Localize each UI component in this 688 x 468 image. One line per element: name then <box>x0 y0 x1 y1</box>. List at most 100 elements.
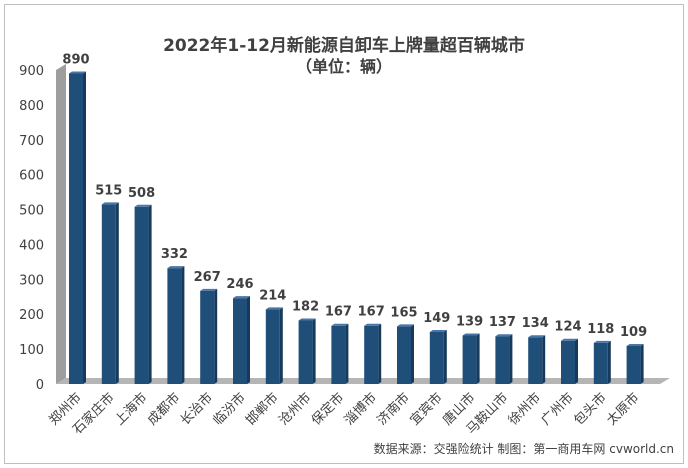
bar-top <box>528 335 546 338</box>
bar <box>561 338 578 384</box>
bar-value-label: 165 <box>390 305 417 320</box>
bar-side <box>509 334 513 384</box>
bar-top <box>331 323 349 326</box>
bar-top <box>626 343 644 346</box>
y-tick-label: 300 <box>19 273 44 288</box>
bar <box>233 296 250 384</box>
bar-top <box>593 340 611 343</box>
x-category-label: 邯郸市 <box>243 390 282 429</box>
bar-front <box>331 325 346 384</box>
bar-front <box>69 73 83 384</box>
bar <box>298 318 316 384</box>
bar-front <box>528 337 543 384</box>
x-category-label: 包头市 <box>571 390 610 429</box>
bar-top <box>101 202 119 205</box>
bar-value-label: 124 <box>554 320 581 335</box>
bar-side <box>312 318 316 384</box>
bar-side <box>214 288 218 384</box>
bar-front <box>593 342 608 384</box>
bar-front <box>265 309 280 384</box>
bar <box>495 334 513 384</box>
bar-value-label: 508 <box>128 186 155 201</box>
x-axis: 郑州市石家庄市上海市成都市长治市临汾市邯郸市沧州市保定市淄博市济南市宜宾市唐山市… <box>46 390 643 438</box>
bar-value-label: 167 <box>325 305 352 320</box>
bar-top <box>429 330 447 333</box>
bar-value-label: 149 <box>423 311 450 326</box>
bar-side <box>575 338 578 384</box>
bar-value-label: 214 <box>259 288 286 303</box>
bar-value-label: 332 <box>161 247 188 262</box>
bar-side <box>607 340 611 384</box>
y-tick-label: 600 <box>19 169 44 184</box>
bar-top <box>134 204 152 207</box>
bar-front <box>495 336 510 384</box>
bar-side <box>279 307 283 384</box>
y-tick-label: 400 <box>19 238 44 253</box>
x-category-label: 徐州市 <box>505 390 544 429</box>
bar <box>429 330 447 384</box>
bar-side <box>542 335 546 384</box>
y-tick-label: 200 <box>19 308 44 323</box>
y-tick-label: 700 <box>19 134 44 149</box>
bar-front <box>298 320 313 384</box>
bar <box>200 288 218 384</box>
y-axis: 0 100 200 300 400 500 600 700 800 900 <box>19 64 44 393</box>
chart-subtitle: （单位：辆） <box>295 57 392 76</box>
bar-side <box>115 202 119 384</box>
bar-value-label: 515 <box>95 183 122 198</box>
bar-front <box>167 268 182 384</box>
bar <box>69 71 86 384</box>
x-category-label: 淄博市 <box>341 390 380 429</box>
bar <box>331 323 349 384</box>
bar <box>167 266 185 384</box>
y-tick-label: 500 <box>19 204 44 219</box>
bar-value-label: 118 <box>587 322 614 337</box>
bar <box>265 307 283 384</box>
bar-side <box>345 323 349 384</box>
bar-side <box>476 333 480 384</box>
bar-value-label: 246 <box>226 277 253 292</box>
bar-value-label: 890 <box>62 52 89 67</box>
x-category-label: 成都市 <box>144 390 183 429</box>
x-category-label: 沧州市 <box>276 390 315 429</box>
bar <box>593 340 611 384</box>
bar-side <box>640 343 644 384</box>
bar-top <box>200 288 218 291</box>
bar-top <box>69 71 86 74</box>
bar <box>364 323 382 384</box>
x-category-label: 宜宾市 <box>407 390 446 429</box>
bar-top <box>265 307 283 310</box>
bar-value-label: 182 <box>292 300 319 315</box>
y-tick-label: 900 <box>19 64 44 79</box>
bar-top <box>561 338 578 341</box>
bar <box>397 324 414 384</box>
y-tick-label: 800 <box>19 99 44 114</box>
bar-side <box>411 324 414 384</box>
bar-front <box>626 345 641 384</box>
bar-value-label: 109 <box>620 325 647 340</box>
bar <box>528 335 546 384</box>
x-category-label: 太原市 <box>604 390 643 429</box>
x-category-label: 广州市 <box>538 390 577 429</box>
chart-back-wall <box>56 64 66 384</box>
bar-front <box>364 325 379 384</box>
bar <box>134 204 152 384</box>
bar-top <box>364 323 382 326</box>
bar-front <box>462 335 477 384</box>
x-category-label: 保定市 <box>308 390 347 429</box>
bar-front <box>200 290 215 384</box>
chart-title: 2022年1-12月新能源自卸车上牌量超百辆城市 <box>163 36 525 56</box>
bar-side <box>148 204 152 384</box>
bar-front <box>134 206 149 384</box>
bar-value-label: 137 <box>489 315 516 330</box>
bars: 890 515 508 332 267 246 214 182 167 167 165 149 139 1… <box>62 52 647 384</box>
x-category-label: 济南市 <box>374 390 413 429</box>
y-tick-label: 0 <box>36 378 44 393</box>
bar <box>462 333 480 384</box>
bar-value-label: 167 <box>358 305 385 320</box>
bar-front <box>561 340 575 384</box>
source-note: 数据来源：交强险统计 制图：第一商用车网 cvworld.cn <box>373 442 674 456</box>
bar-value-label: 139 <box>456 315 483 330</box>
bar-top <box>495 334 513 337</box>
